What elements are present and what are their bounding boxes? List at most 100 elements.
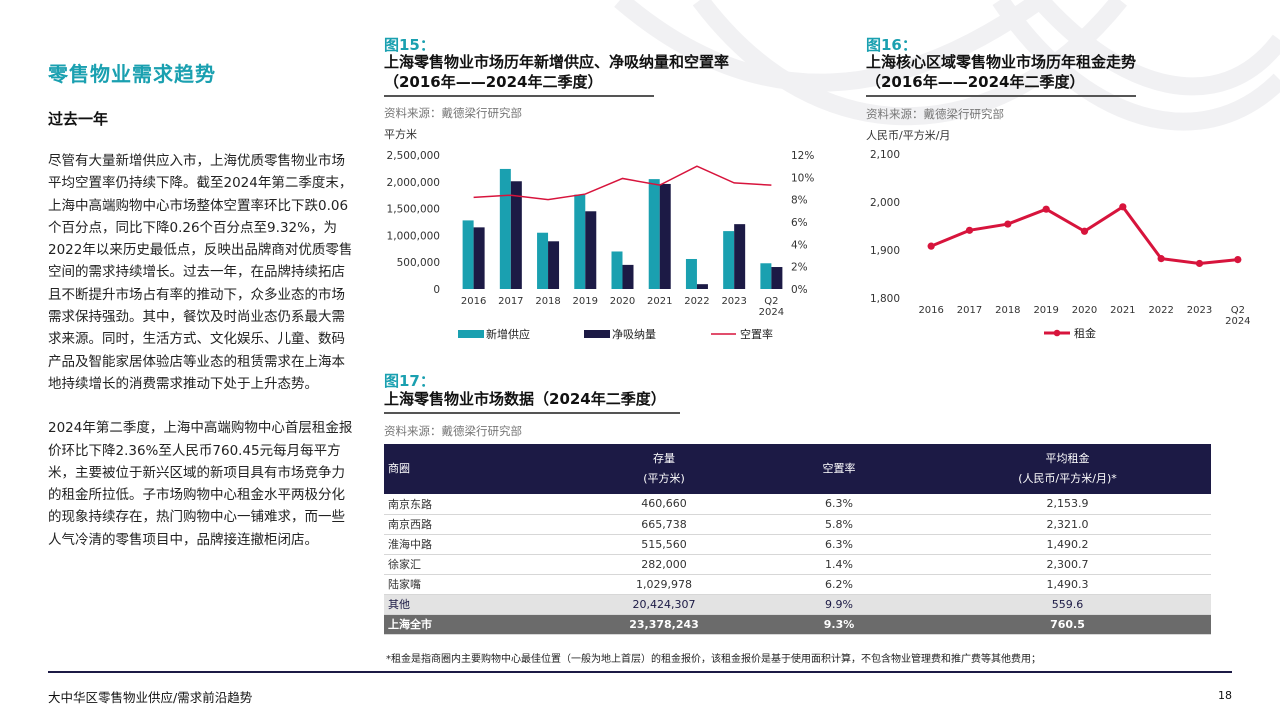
point-rent [965,226,974,234]
cell-district: 南京东路 [384,494,574,515]
header-stock-line2: (平方米) [643,472,685,485]
y2-tick-label: 6% [791,217,808,229]
point-rent [927,242,935,250]
header-stock-line1: 存量 [653,452,675,465]
fig15-title: 上海零售物业市场历年新增供应、净吸纳量和空置率 （2016年——2024年二季度… [384,52,729,92]
x-tick-label: 2021 [647,296,672,307]
bar-net-absorption [771,267,783,289]
cell-vacancy: 6.3% [754,534,924,555]
y-tick-label: 2,100 [870,149,900,161]
fig16-title-line1: 上海核心区域零售物业市场历年租金走势 [866,53,1137,71]
x-tick-label: 2020 [1072,305,1097,316]
line-vacancy-rate [473,165,772,201]
x-tick-label: 2019 [573,296,598,307]
x-tick-label: 2017 [498,296,523,307]
cell-rent: 559.6 [924,594,1211,615]
bar-net-absorption [585,211,597,289]
y-tick-label: 0 [433,284,440,296]
fig16-title-line2: （2016年——2024年二季度） [866,73,1085,91]
fig16-source: 资料来源：戴德梁行研究部 [866,107,1004,121]
table-row: 徐家汇 282,000 1.4% 2,300.7 [384,554,1211,575]
x-tick-label: 2020 [610,296,635,307]
y-tick-label: 1,800 [870,293,900,305]
fig16-title: 上海核心区域零售物业市场历年租金走势 （2016年——2024年二季度） [866,52,1136,92]
header-rent-line1: 平均租金 [1045,452,1090,465]
y2-tick-label: 12% [791,150,814,162]
table-row: 陆家嘴 1,029,978 6.2% 1,490.3 [384,574,1211,595]
cell-rent: 2,321.0 [924,514,1211,535]
cell-district: 淮海中路 [384,534,574,555]
legend-label-net-absorption: 净吸纳量 [612,327,656,341]
y-tick-label: 1,900 [870,245,900,257]
paragraph-2: 2024年第二季度，上海中高端购物中心首层租金报价环比下降2.36%至人民币76… [48,420,353,548]
line-rent [930,204,1238,265]
fig15-label: 图15： [384,36,435,54]
cell-rent: 2,300.7 [924,554,1211,575]
legend-label-rent: 租金 [1074,326,1096,340]
cell-rent: 1,490.2 [924,534,1211,555]
x-tick-label: 2017 [957,305,982,316]
fig16-label: 图16： [866,36,917,54]
x-tick-label: Q2 [1231,305,1245,316]
legend-marker-rent [1053,329,1061,337]
bar-new-supply [537,232,549,289]
point-rent [1195,259,1204,268]
table-row: 淮海中路 515,560 6.3% 1,490.2 [384,534,1211,555]
x-tick-label: 2016 [461,296,486,307]
cell-vacancy: 6.3% [754,494,924,515]
y-tick-label: 500,000 [397,257,440,269]
body-text: 尽管有大量新增供应入市，上海优质零售物业市场平均空置率仍持续下降。截至2024年… [48,150,356,573]
cell-stock: 515,560 [574,534,754,555]
point-rent [1157,255,1165,263]
y-tick-label: 2,000 [870,197,900,209]
fig15-source: 资料来源：戴德梁行研究部 [384,106,522,120]
y2-tick-label: 10% [791,172,814,184]
cell-stock: 20,424,307 [574,594,754,615]
market-data-table: 商圈 存量 (平方米) 空置率 平均租金 (人民币/平方米/月)* 南京东路 4… [384,444,1211,635]
bar-new-supply [723,231,735,289]
bar-new-supply [499,168,511,289]
fig15-title-line1: 上海零售物业市场历年新增供应、净吸纳量和空置率 [384,53,730,71]
y2-tick-label: 0% [791,284,808,296]
point-rent [1119,203,1127,211]
legend-swatch-new-supply [458,330,484,338]
table-row: 南京东路 460,660 6.3% 2,153.9 [384,494,1211,515]
y2-tick-label: 8% [791,195,808,207]
x-tick-label: Q2 [764,296,778,307]
bar-new-supply [611,251,623,289]
x-tick-label: 2018 [535,296,560,307]
y-tick-label: 1,500,000 [387,204,440,216]
cell-rent: 2,153.9 [924,494,1211,515]
cell-stock: 1,029,978 [574,574,754,595]
cell-district: 陆家嘴 [384,574,574,595]
y2-tick-label: 2% [791,262,808,274]
bar-net-absorption [734,224,746,289]
legend-swatch-net-absorption [584,330,610,338]
cell-district: 其他 [384,594,574,615]
point-rent [1234,256,1242,264]
bar-net-absorption [548,241,560,289]
fig16-unit: 人民币/平方米/月 [866,129,951,142]
x-tick-label: 2024 [1225,316,1250,327]
x-tick-label: 2023 [721,296,746,307]
x-tick-label: 2019 [1033,305,1058,316]
header-vacancy: 空置率 [754,444,924,494]
y-tick-label: 2,500,000 [387,150,440,162]
fig17-label: 图17： [384,372,435,390]
cell-vacancy: 9.3% [754,614,924,635]
x-tick-label: 2021 [1110,305,1135,316]
cell-district: 徐家汇 [384,554,574,575]
header-stock: 存量 (平方米) [574,444,754,494]
bar-net-absorption [659,183,671,289]
x-tick-label: 2022 [1148,305,1173,316]
y2-tick-label: 4% [791,239,808,251]
cell-stock: 23,378,243 [574,614,754,635]
section-title: 零售物业需求趋势 [48,62,216,86]
x-tick-label: 2018 [995,305,1020,316]
point-rent [1004,220,1012,228]
paragraph-1: 尽管有大量新增供应入市，上海优质零售物业市场平均空置率仍持续下降。截至2024年… [48,153,353,392]
cell-rent: 760.5 [924,614,1211,635]
subhead: 过去一年 [48,110,109,128]
fig17-source: 资料来源：戴德梁行研究部 [384,424,522,438]
cell-district: 上海全市 [384,614,574,635]
